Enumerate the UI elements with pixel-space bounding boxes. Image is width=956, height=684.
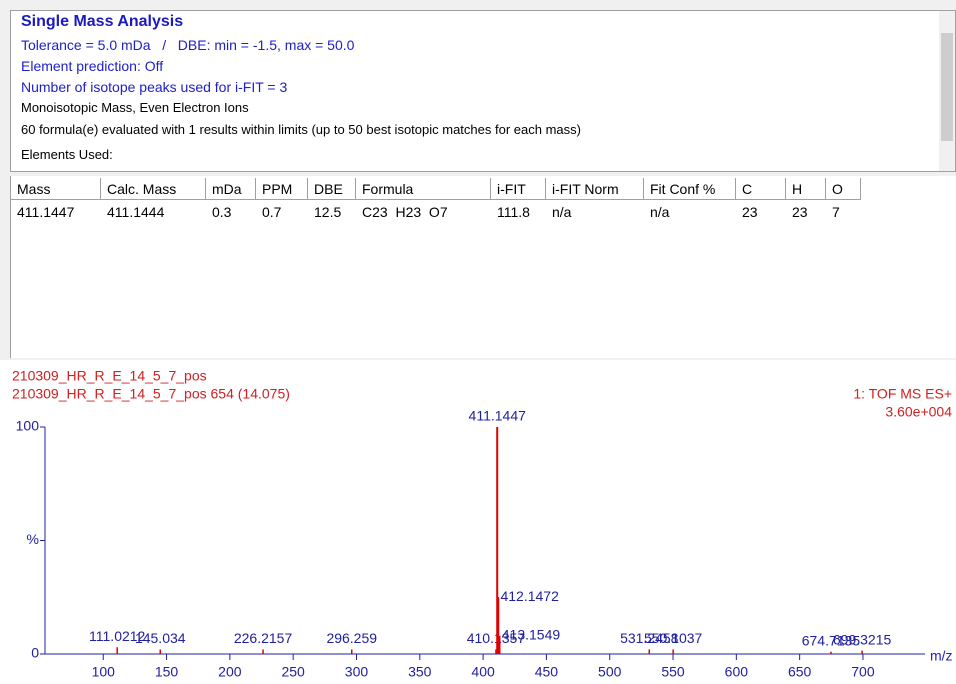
column-header[interactable]: Fit Conf %: [644, 178, 736, 200]
peak-label: 296.259: [326, 630, 377, 646]
peak-label: 531.2458: [620, 630, 679, 646]
spectrum: 210309_HR_R_E_14_5_7_pos 210309_HR_R_E_1…: [0, 360, 956, 684]
column-header[interactable]: PPM: [256, 178, 308, 200]
x-tick-label: 650: [788, 664, 812, 680]
table-cell: C23 H23 O7: [362, 204, 448, 220]
info-line: Elements Used:: [21, 147, 113, 162]
table-cell: 0.7: [262, 204, 282, 220]
x-tick-label: 400: [471, 664, 495, 680]
x-tick-label: 700: [851, 664, 875, 680]
x-tick-label: 450: [535, 664, 559, 680]
x-tick-label: 550: [661, 664, 685, 680]
peak-label: 412.1472: [500, 588, 559, 604]
sample-name: 210309_HR_R_E_14_5_7_pos: [12, 368, 207, 384]
peak-label: 145.034: [135, 630, 186, 646]
spectrum-bg: [0, 360, 956, 684]
peak-label: 411.1447: [469, 408, 527, 424]
column-header[interactable]: C: [736, 178, 786, 200]
y-tick-label: 0: [31, 645, 39, 661]
x-tick-label: 200: [218, 664, 242, 680]
info-line: Monoisotopic Mass, Even Electron Ions: [21, 100, 249, 115]
column-header[interactable]: Mass: [11, 178, 101, 200]
column-header[interactable]: mDa: [206, 178, 256, 200]
info-line: 60 formula(e) evaluated with 1 results w…: [21, 122, 581, 137]
x-tick-label: 300: [345, 664, 369, 680]
x-tick-label: 150: [155, 664, 179, 680]
x-tick-label: 350: [408, 664, 432, 680]
table-cell: 411.1444: [107, 204, 165, 220]
y-tick-label: 100: [16, 418, 40, 434]
x-tick-label: 600: [725, 664, 749, 680]
results-table: Mass 411.1447 Calc. Mass 411.1444 mDa 0.3 PPM 0…: [10, 176, 956, 358]
scrollbar[interactable]: [939, 11, 955, 171]
table-cell: n/a: [552, 204, 572, 220]
peak-label: 674.7135: [802, 632, 861, 648]
peak-label: 550.1037: [644, 630, 703, 646]
scroll-thumb[interactable]: [941, 33, 953, 141]
column-header[interactable]: H: [786, 178, 826, 200]
table-cell: 0.3: [212, 204, 232, 220]
column-header[interactable]: Formula: [356, 178, 491, 200]
column-header[interactable]: i-FIT: [491, 178, 546, 200]
panel-title: Single Mass Analysis: [21, 13, 184, 30]
intensity-label: 3.60e+004: [885, 404, 952, 420]
function-label: 1: TOF MS ES+: [853, 386, 952, 402]
info-line: Number of isotope peaks used for i-FIT =…: [21, 79, 288, 95]
column-header[interactable]: DBE: [308, 178, 356, 200]
peak-label: 699.3215: [833, 631, 892, 647]
info-line: Element prediction: Off: [21, 58, 164, 74]
column-header[interactable]: Calc. Mass: [101, 178, 206, 200]
x-tick-label: 500: [598, 664, 622, 680]
table-cell: 111.8: [497, 204, 530, 220]
table-cell: 7: [832, 204, 840, 220]
x-axis-label: m/z: [930, 648, 953, 664]
table-cell: n/a: [650, 204, 670, 220]
peak-label: 413.1549: [502, 627, 561, 643]
peak-label: 226.2157: [234, 630, 293, 646]
scan-info: 210309_HR_R_E_14_5_7_pos 654 (14.075): [12, 386, 290, 402]
peak-label: 111.0212: [89, 628, 146, 644]
table-cell: 23: [792, 204, 808, 220]
analysis-panel: Single Mass Analysis Tolerance = 5.0 mDa…: [10, 10, 956, 172]
column-header[interactable]: O: [826, 178, 861, 200]
x-tick-label: 100: [92, 664, 116, 680]
info-line: Tolerance = 5.0 mDa / DBE: min = -1.5, m…: [21, 37, 355, 53]
x-tick-label: 250: [281, 664, 305, 680]
table-cell: 411.1447: [17, 204, 75, 220]
table-cell: 23: [742, 204, 758, 220]
peak-label: 410.1357: [467, 630, 526, 646]
y-tick-label: %: [27, 531, 39, 547]
column-header[interactable]: i-FIT Norm: [546, 178, 644, 200]
table-cell: 12.5: [314, 204, 342, 220]
